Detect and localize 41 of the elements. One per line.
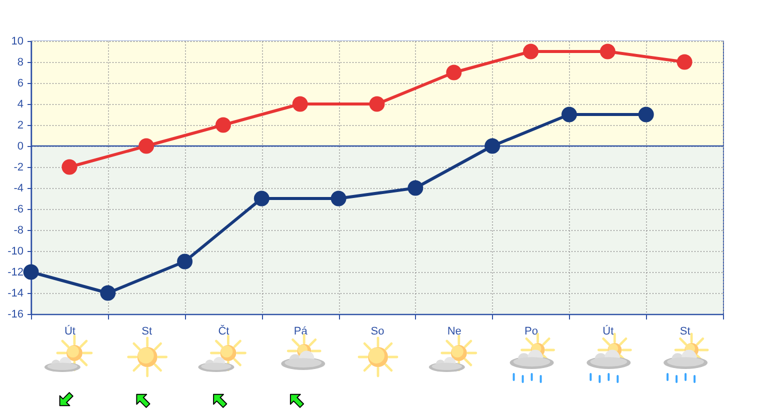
y-tick-label: -14 bbox=[8, 288, 24, 300]
point bbox=[484, 138, 500, 154]
y-tick-label: -10 bbox=[8, 246, 24, 258]
x-tick-label: St bbox=[142, 326, 152, 338]
point bbox=[523, 44, 539, 60]
x-tick-label: Út bbox=[602, 324, 614, 338]
y-tick-label: -4 bbox=[14, 182, 24, 194]
y-tick-label: 4 bbox=[17, 98, 24, 110]
x-tick-label: So bbox=[370, 326, 384, 338]
point bbox=[600, 44, 616, 60]
y-tick-label: -12 bbox=[8, 266, 24, 278]
y-tick-label: -2 bbox=[14, 162, 24, 174]
point bbox=[215, 117, 231, 133]
point bbox=[330, 190, 346, 206]
point bbox=[676, 54, 692, 70]
point bbox=[23, 264, 39, 280]
y-tick-label: 10 bbox=[11, 36, 24, 48]
point bbox=[369, 96, 385, 112]
point bbox=[100, 285, 116, 301]
x-tick-label: Ne bbox=[447, 326, 462, 338]
point bbox=[292, 96, 308, 112]
y-tick-label: 2 bbox=[17, 120, 24, 132]
y-tick-label: -16 bbox=[8, 308, 24, 320]
point bbox=[177, 254, 193, 270]
x-tick-label: Pá bbox=[294, 326, 308, 338]
y-tick-label: -8 bbox=[14, 224, 24, 236]
x-tick-label: Po bbox=[524, 326, 538, 338]
point bbox=[638, 106, 654, 122]
point bbox=[138, 138, 154, 154]
y-tick-label: 6 bbox=[17, 78, 24, 90]
point bbox=[561, 106, 577, 122]
y-tick-label: -6 bbox=[14, 204, 24, 216]
x-tick-label: Út bbox=[64, 324, 76, 338]
y-tick-label: 0 bbox=[17, 140, 24, 152]
point bbox=[62, 159, 78, 175]
point bbox=[254, 190, 270, 206]
point bbox=[408, 180, 424, 196]
x-tick-label: Čt bbox=[218, 324, 230, 338]
x-tick-label: St bbox=[680, 326, 690, 338]
point bbox=[446, 64, 462, 80]
y-tick-label: 8 bbox=[17, 56, 24, 68]
